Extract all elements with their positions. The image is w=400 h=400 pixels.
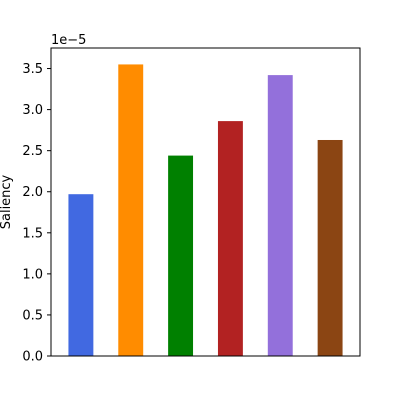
bar-3 xyxy=(168,155,194,356)
y-tick-label: 2.5 xyxy=(22,144,43,159)
y-axis-offset-label: 1e−5 xyxy=(51,33,86,48)
y-axis-label: Saliency xyxy=(0,174,14,229)
bar-4 xyxy=(217,121,243,356)
y-axis: 0.0 0.5 1.0 1.5 2.0 2.5 3.0 3.5 xyxy=(22,62,51,365)
bar-6 xyxy=(317,139,343,356)
y-tick-label: 1.5 xyxy=(22,226,43,241)
y-tick-label: 2.0 xyxy=(22,185,43,200)
y-tick-label: 3.5 xyxy=(22,62,43,77)
y-tick-label: 0.5 xyxy=(22,308,43,323)
bar-2 xyxy=(118,64,144,357)
bars-group xyxy=(68,64,343,357)
bar-1 xyxy=(68,194,94,356)
y-tick-label: 0.0 xyxy=(22,350,43,365)
plot-frame xyxy=(50,47,361,357)
y-tick-label: 1.0 xyxy=(22,267,43,282)
bar-5 xyxy=(267,75,293,356)
y-tick-label: 3.0 xyxy=(22,103,43,118)
